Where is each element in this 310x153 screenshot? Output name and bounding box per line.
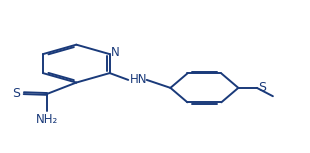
Text: S: S: [12, 87, 20, 100]
Text: NH₂: NH₂: [36, 113, 58, 126]
Text: HN: HN: [130, 73, 147, 86]
Text: S: S: [258, 81, 266, 94]
Text: N: N: [111, 46, 120, 59]
